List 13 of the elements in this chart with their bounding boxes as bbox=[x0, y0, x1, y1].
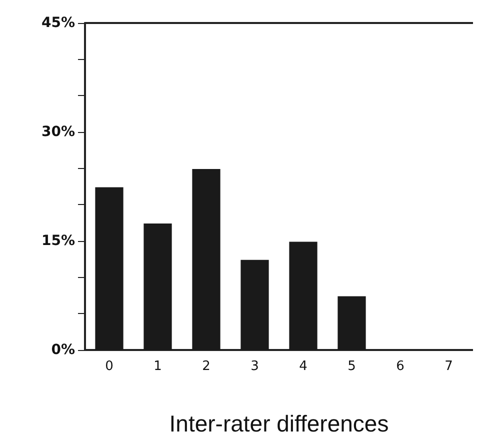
x-tick-label: 6 bbox=[396, 359, 404, 374]
y-tick-label: 45% bbox=[41, 15, 75, 31]
y-tick-label: 15% bbox=[41, 233, 75, 249]
x-tick-label: 3 bbox=[250, 359, 259, 374]
x-tick-label: 2 bbox=[202, 359, 210, 374]
y-tick-label: 30% bbox=[41, 124, 75, 140]
x-axis-title: Inter-rater differences bbox=[169, 410, 389, 436]
x-tick-label: 1 bbox=[154, 359, 162, 374]
x-tick-label: 5 bbox=[348, 359, 356, 374]
x-tick-label: 4 bbox=[299, 359, 308, 374]
x-tick-label: 0 bbox=[105, 359, 114, 374]
y-tick-label: 0% bbox=[51, 342, 75, 358]
x-tick-label: 7 bbox=[444, 359, 453, 374]
